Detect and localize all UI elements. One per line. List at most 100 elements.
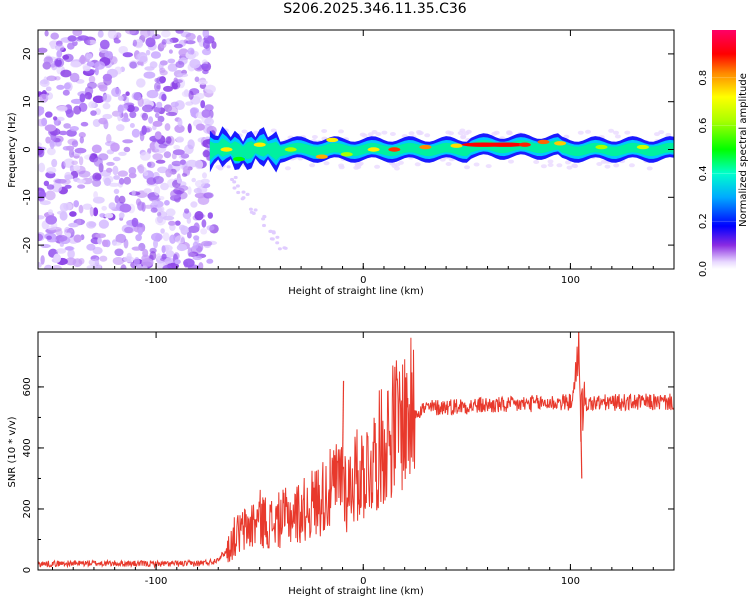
band-halo <box>665 132 672 137</box>
noise-blob <box>116 124 125 132</box>
noise-blob <box>143 71 156 79</box>
band-halo <box>473 162 480 167</box>
noise-blob <box>109 56 118 65</box>
band-halo <box>457 131 464 136</box>
band-halo <box>424 133 431 138</box>
noise-blob <box>172 149 185 156</box>
band-halo <box>270 128 277 133</box>
noise-blob <box>56 84 65 90</box>
noise-blob <box>157 115 165 123</box>
noise-blob <box>262 214 267 219</box>
noise-blob <box>44 30 49 37</box>
noise-blob <box>45 215 57 225</box>
noise-blob <box>163 85 173 92</box>
band-halo <box>321 129 328 133</box>
noise-blob <box>170 101 179 108</box>
noise-blob <box>194 211 204 221</box>
noise-blob <box>143 188 152 194</box>
y-tick-label: 600 <box>22 377 33 396</box>
y-tick-label: 20 <box>22 48 33 61</box>
noise-blob <box>112 257 125 265</box>
noise-blob <box>73 234 82 243</box>
noise-blob <box>173 79 183 84</box>
noise-blob <box>187 186 192 195</box>
noise-blob <box>136 78 146 88</box>
noise-blob <box>192 255 203 261</box>
noise-blob <box>94 61 106 70</box>
noise-blob <box>78 132 86 138</box>
band-halo <box>658 130 665 135</box>
noise-blob <box>193 187 202 194</box>
noise-blob <box>204 84 216 94</box>
noise-blob <box>77 35 90 41</box>
noise-blob <box>201 240 213 247</box>
noise-blob <box>108 182 120 187</box>
noise-blob <box>38 190 47 198</box>
y-tick-label: 200 <box>22 499 33 518</box>
band-halo <box>585 129 591 134</box>
noise-blob <box>149 196 161 202</box>
noise-blob <box>137 164 145 174</box>
noise-blob <box>78 258 85 265</box>
band-halo <box>338 163 345 168</box>
noise-blob <box>117 95 124 101</box>
band-halo <box>604 164 611 169</box>
noise-blob <box>68 222 79 228</box>
noise-blob <box>183 258 195 268</box>
band-halo <box>540 164 547 169</box>
noise-blob <box>79 136 85 144</box>
noise-blob <box>65 257 77 266</box>
band-halo <box>508 159 514 164</box>
noise-blob <box>46 75 57 82</box>
signal-hotspot <box>284 147 297 152</box>
noise-blob <box>126 252 132 261</box>
noise-blob <box>161 253 167 260</box>
noise-blob <box>122 139 134 144</box>
noise-blob <box>152 176 164 184</box>
noise-blob <box>163 151 172 159</box>
band-halo <box>577 130 584 135</box>
noise-blob <box>67 249 75 259</box>
noise-blob <box>145 37 156 48</box>
noise-blob <box>253 208 258 212</box>
noise-blob <box>38 215 45 220</box>
noise-blob <box>151 232 163 242</box>
noise-blob <box>43 56 53 65</box>
noise-blob <box>165 168 173 178</box>
noise-blob <box>65 232 71 238</box>
band-halo <box>355 165 362 170</box>
noise-blob <box>78 204 84 214</box>
noise-blob <box>165 250 175 258</box>
x-tick-label: 0 <box>360 275 366 286</box>
signal-hotspot <box>367 147 380 152</box>
noise-blob <box>141 125 147 135</box>
snr-x-label: Height of straight line (km) <box>288 586 424 597</box>
noise-blob <box>98 117 108 125</box>
noise-blob <box>275 241 280 245</box>
noise-blob <box>98 84 108 92</box>
noise-blob <box>113 175 120 180</box>
noise-blob <box>125 91 130 96</box>
noise-blob <box>56 105 68 112</box>
noise-blob <box>202 39 210 50</box>
snr-spike <box>341 380 345 470</box>
noise-blob <box>77 184 86 189</box>
noise-blob <box>102 113 113 120</box>
noise-blob <box>277 247 282 251</box>
noise-blob <box>92 95 105 104</box>
noise-blob <box>38 262 42 268</box>
noise-blob <box>99 39 110 50</box>
noise-blob <box>64 184 72 189</box>
noise-blob <box>140 30 151 38</box>
noise-blob <box>167 63 178 72</box>
noise-blob <box>70 61 82 68</box>
noise-blob <box>86 265 99 269</box>
noise-blob <box>185 101 194 106</box>
noise-blob <box>56 248 67 254</box>
noise-blob <box>102 93 112 103</box>
noise-blob <box>141 112 149 121</box>
snr-spike <box>580 417 583 479</box>
noise-blob <box>129 123 135 128</box>
noise-blob <box>200 63 209 70</box>
